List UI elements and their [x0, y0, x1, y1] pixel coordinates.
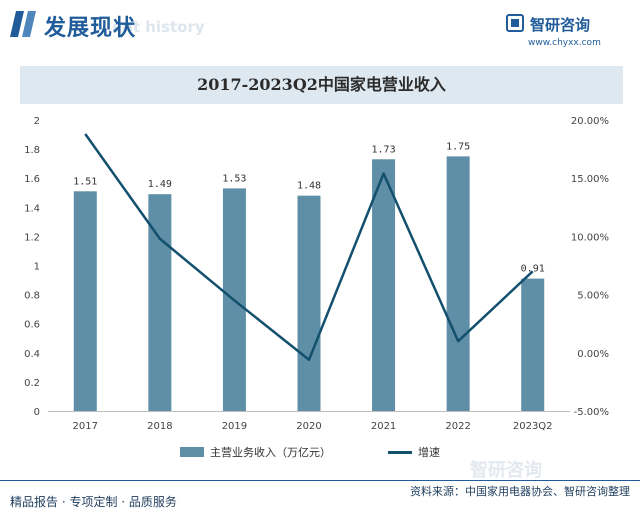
- logo-url: www.chyxx.com: [528, 38, 601, 48]
- y-left-tick-label: 1.4: [24, 203, 40, 214]
- chart: 0 0.2 0.4 0.6 0.8 1 1.2 1.4 1.6 1.8 2 -5.00% 0.00% 5.…: [24, 116, 609, 432]
- bar-value-label: 1.49: [148, 179, 172, 190]
- x-tick-label: 2018: [147, 421, 172, 432]
- growth-line: [84, 133, 534, 362]
- bar-value-label: 1.75: [446, 141, 470, 152]
- chart-title-band: 2017-2023Q2中国家电营业收入: [20, 66, 623, 104]
- y-left-tick-label: 0: [34, 407, 40, 418]
- y-left-tick-label: 0.8: [24, 291, 40, 302]
- footer-slogan: 精品报告 · 专项定制 · 品质服务: [10, 495, 177, 509]
- bar: [297, 195, 321, 411]
- y-right-tick-label: 5.00%: [577, 291, 609, 302]
- legend-label-revenue: 主营业务收入（万亿元）: [210, 446, 331, 459]
- y-left-tick-label: 1.8: [24, 145, 40, 156]
- legend-label-growth: 增速: [418, 446, 440, 459]
- logo-name: 智研咨询: [530, 16, 591, 34]
- bar-value-label: 0.91: [521, 264, 545, 275]
- brand-logo: 智研咨询 www.chyxx.com: [506, 14, 626, 54]
- y-left-tick-label: 1.6: [24, 174, 40, 185]
- bar: [521, 278, 545, 411]
- x-tick-label: 2023Q2: [513, 421, 553, 432]
- x-tick-label: 2021: [371, 421, 396, 432]
- x-tick-label: 2020: [296, 421, 321, 432]
- header: ent history 发展现状 智研咨询 www.chyxx.com: [0, 0, 640, 60]
- x-tick-label: 2019: [222, 421, 247, 432]
- bar-value-label: 1.53: [222, 173, 246, 184]
- bar-value-label: 1.48: [297, 181, 321, 192]
- logo-icon: [506, 14, 524, 32]
- bar: [372, 159, 396, 411]
- watermark: 智研咨询: [470, 460, 542, 481]
- bar-value-label: 1.73: [372, 144, 396, 155]
- y-right-tick-label: 15.00%: [571, 174, 609, 185]
- bar: [73, 191, 97, 411]
- legend-line-swatch: [388, 451, 412, 454]
- y-left-tick-label: 0.6: [24, 320, 40, 331]
- section-subtitle: ent history: [112, 18, 205, 36]
- bar: [446, 156, 470, 411]
- y-left-tick-label: 0.2: [24, 378, 40, 389]
- bar: [148, 194, 172, 411]
- bar-value-label: 1.51: [73, 176, 97, 187]
- chart-title: 2017-2023Q2中国家电营业收入: [197, 75, 446, 94]
- y-right-tick-label: 10.00%: [571, 232, 609, 243]
- section-title: 发展现状: [44, 16, 137, 41]
- y-left-tick-label: 1.2: [24, 232, 40, 243]
- legend-bar-swatch: [180, 447, 204, 457]
- y-left-tick-label: 0.4: [24, 349, 40, 360]
- y-left-tick-label: 1: [34, 262, 40, 273]
- x-tick-label: 2022: [445, 421, 470, 432]
- footer: 精品报告 · 专项定制 · 品质服务 资料来源：中国家用电器协会、智研咨询整理: [0, 480, 640, 516]
- decor-stripes-icon: [10, 11, 36, 37]
- y-right-tick-label: 0.00%: [577, 349, 609, 360]
- y-left-tick-label: 2: [34, 116, 40, 127]
- y-right-tick-label: -5.00%: [574, 407, 609, 418]
- y-right-tick-label: 20.00%: [571, 116, 609, 127]
- footer-source: 资料来源：中国家用电器协会、智研咨询整理: [410, 485, 630, 498]
- x-tick-label: 2017: [73, 421, 98, 432]
